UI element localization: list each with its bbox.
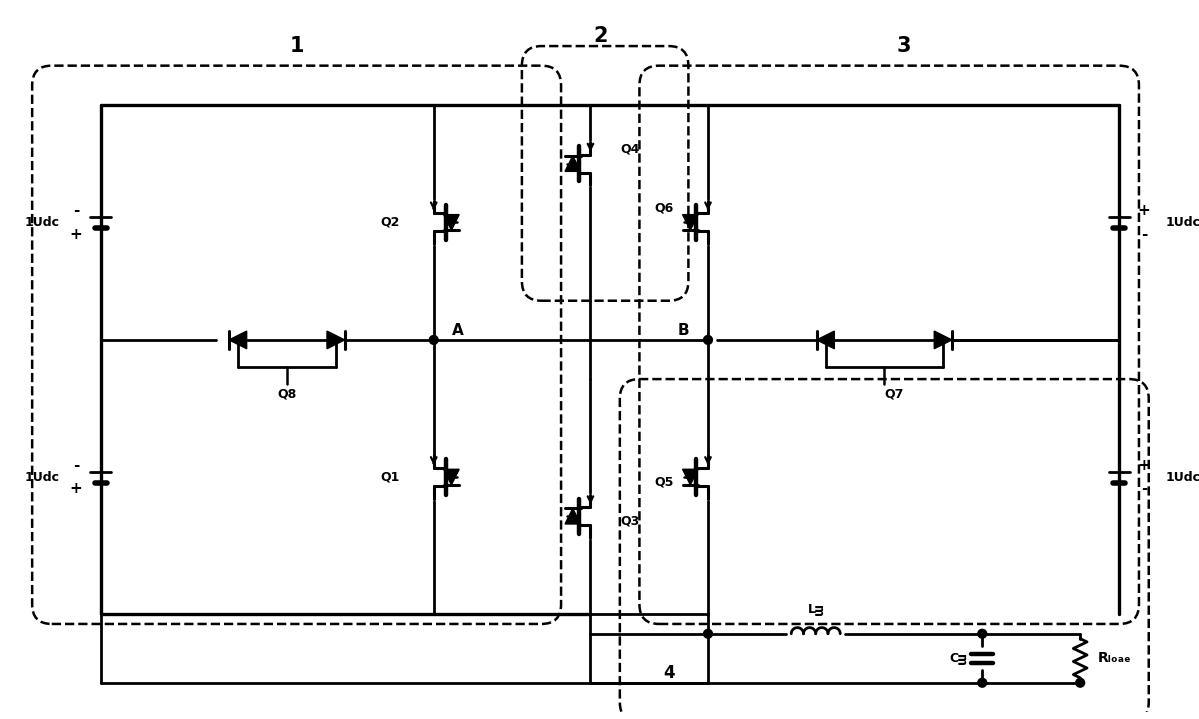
- Text: 1Udc: 1Udc: [1165, 216, 1199, 229]
- Text: 1Udc: 1Udc: [1165, 470, 1199, 484]
- Text: Rₗₒₐₑ: Rₗₒₐₑ: [1097, 651, 1132, 665]
- Text: B: B: [677, 323, 689, 338]
- Polygon shape: [682, 214, 698, 230]
- Text: 4: 4: [663, 664, 675, 682]
- Polygon shape: [934, 331, 952, 349]
- Polygon shape: [444, 470, 459, 485]
- Text: Q5: Q5: [655, 475, 674, 488]
- Text: 1Udc: 1Udc: [24, 216, 60, 229]
- Text: -: -: [1140, 481, 1147, 496]
- Text: 2: 2: [594, 27, 608, 46]
- Text: +: +: [1138, 203, 1150, 218]
- Text: 1: 1: [289, 36, 303, 56]
- Text: A: A: [452, 323, 464, 338]
- Polygon shape: [229, 331, 247, 349]
- Text: Q2: Q2: [380, 216, 399, 229]
- Text: Q4: Q4: [620, 142, 639, 155]
- Text: Lᴟ: Lᴟ: [807, 603, 824, 615]
- Text: Cᴟ: Cᴟ: [948, 651, 966, 665]
- Text: Q3: Q3: [620, 515, 639, 528]
- Text: Q1: Q1: [380, 470, 399, 484]
- Polygon shape: [817, 331, 835, 349]
- Polygon shape: [444, 214, 459, 230]
- Text: +: +: [70, 481, 83, 496]
- Text: Q6: Q6: [655, 201, 674, 214]
- Circle shape: [704, 629, 712, 638]
- Circle shape: [704, 336, 712, 344]
- Polygon shape: [682, 470, 698, 485]
- Text: 3: 3: [897, 36, 911, 56]
- Polygon shape: [565, 508, 580, 524]
- Polygon shape: [565, 156, 580, 171]
- Text: Q8: Q8: [277, 388, 296, 400]
- Circle shape: [978, 629, 987, 638]
- Polygon shape: [327, 331, 344, 349]
- Circle shape: [978, 678, 987, 687]
- Text: -: -: [73, 203, 79, 218]
- Circle shape: [429, 336, 438, 344]
- Text: +: +: [70, 226, 83, 242]
- Text: 1Udc: 1Udc: [24, 470, 60, 484]
- Text: Q7: Q7: [885, 388, 904, 400]
- Text: -: -: [73, 458, 79, 473]
- Text: +: +: [1138, 458, 1150, 473]
- Text: -: -: [1140, 226, 1147, 242]
- Circle shape: [1076, 678, 1085, 687]
